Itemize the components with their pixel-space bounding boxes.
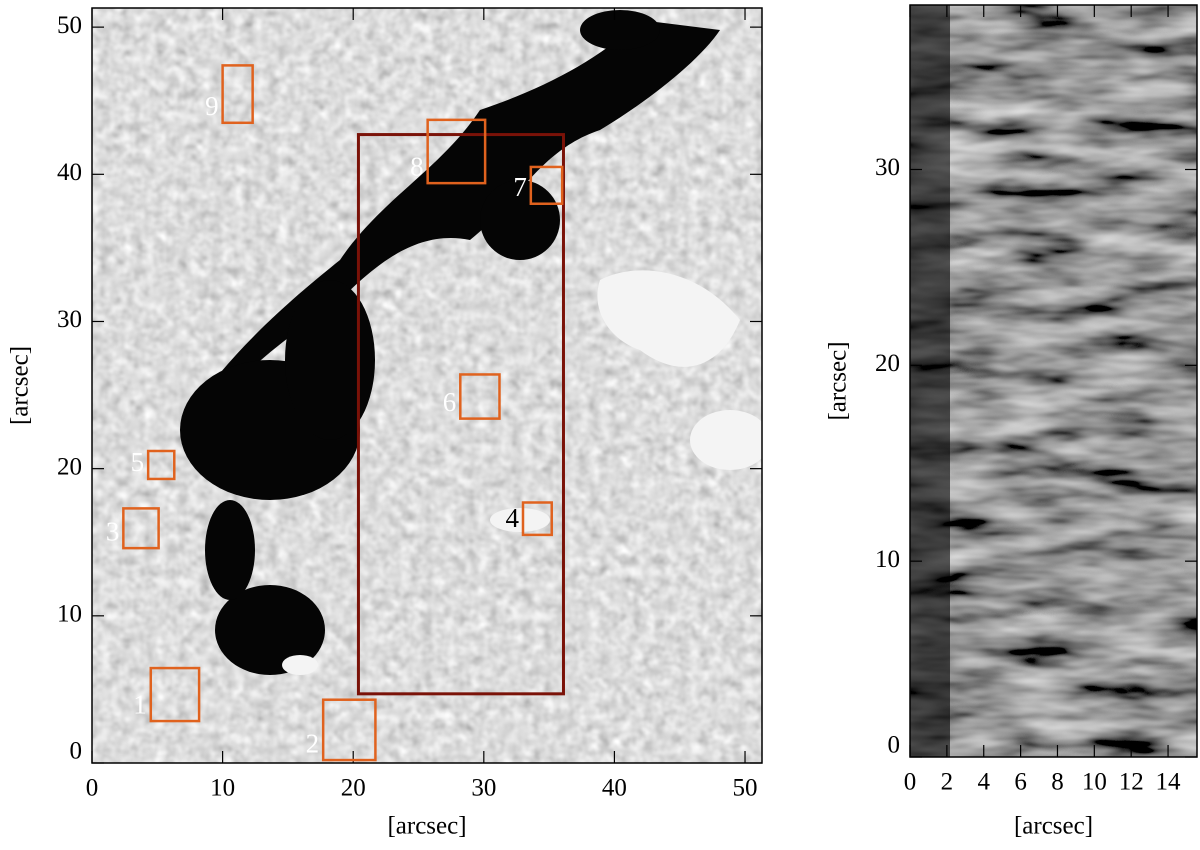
x-tick-label: 6 — [1014, 769, 1027, 796]
y-tick-label: 10 — [57, 601, 82, 628]
region-box — [149, 666, 201, 723]
x-axis-title: [arcsec] — [1014, 813, 1093, 840]
x-tick-label: 10 — [210, 775, 235, 802]
x-tick-label: 50 — [733, 775, 758, 802]
region-label: 6 — [443, 387, 457, 417]
y-tick-label: 10 — [875, 546, 900, 573]
region-box — [521, 501, 553, 537]
region-label: 8 — [410, 151, 424, 181]
x-tick-label: 8 — [1051, 769, 1064, 796]
region-label: 4 — [505, 503, 519, 533]
magnetogram — [92, 8, 762, 763]
region-label: 7 — [513, 172, 527, 202]
region-box — [146, 449, 176, 481]
chromosphere-image — [910, 5, 1197, 757]
region-label: 2 — [306, 728, 320, 758]
axes-frame — [91, 7, 763, 764]
region-label: 1 — [133, 689, 147, 719]
y-axis-title: [arcsec] — [825, 341, 852, 420]
x-tick-label: 2 — [941, 769, 954, 796]
x-tick-label: 20 — [341, 775, 366, 802]
roi-box — [356, 133, 565, 696]
y-tick-label: 20 — [875, 350, 900, 377]
y-tick-label: 30 — [875, 154, 900, 181]
region-label: 3 — [106, 516, 120, 546]
x-tick-label: 0 — [86, 775, 99, 802]
x-tick-label: 30 — [471, 775, 496, 802]
region-box — [321, 698, 377, 762]
region-label: 9 — [205, 91, 219, 121]
y-tick-label: 40 — [57, 159, 82, 186]
y-tick-label: 50 — [57, 12, 82, 39]
x-tick-label: 14 — [1156, 769, 1182, 796]
y-tick-label: 0 — [70, 738, 83, 765]
y-tick-label: 0 — [888, 732, 901, 759]
region-box — [221, 64, 254, 125]
x-axis-title: [arcsec] — [387, 813, 466, 840]
x-tick-label: 40 — [602, 775, 627, 802]
x-tick-label: 12 — [1119, 769, 1144, 796]
region-label: 5 — [131, 447, 145, 477]
y-tick-label: 30 — [57, 306, 82, 333]
axes-frame — [909, 4, 1198, 758]
y-axis-title: [arcsec] — [7, 346, 34, 425]
region-box — [122, 507, 160, 550]
x-tick-label: 0 — [904, 769, 917, 796]
x-tick-label: 10 — [1082, 769, 1107, 796]
x-tick-label: 4 — [977, 769, 990, 796]
region-box — [529, 165, 564, 205]
region-box — [426, 118, 487, 185]
y-tick-label: 20 — [57, 453, 82, 480]
region-box — [459, 373, 501, 420]
